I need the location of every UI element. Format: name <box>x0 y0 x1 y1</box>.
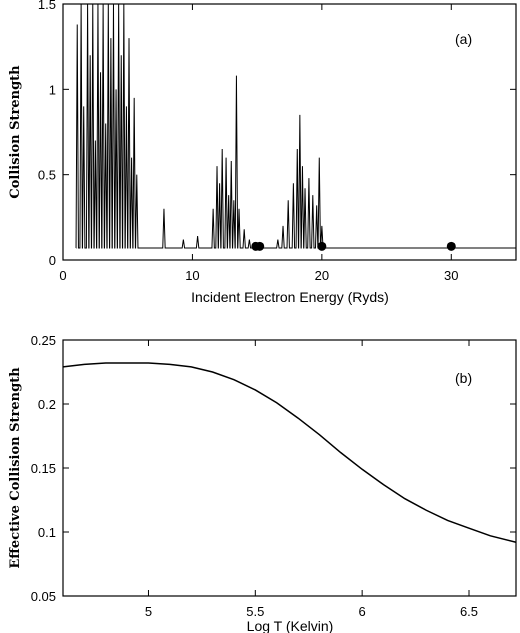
y-tick-label: 0.1 <box>38 525 56 540</box>
y-tick-label: 0.25 <box>31 333 56 348</box>
x-tick-label: 6 <box>359 604 366 619</box>
panel-a: 0 10 20 30 0 0.5 1 1.5 (a) Incident Electron E… <box>8 0 517 305</box>
x-tick-label: 10 <box>185 268 199 283</box>
y-tick-label: 0 <box>49 253 56 268</box>
x-tick-label: 6.5 <box>460 604 478 619</box>
panel-a-y-ticks: 0 0.5 1 1.5 <box>38 0 516 268</box>
panel-a-y-axis-title: Collision Strength <box>8 65 23 199</box>
x-tick-label: 5 <box>145 604 152 619</box>
panel-a-x-axis-title: Incident Electron Energy (Ryds) <box>191 289 389 305</box>
y-tick-label: 0.05 <box>31 589 56 604</box>
panel-b: 5 5.5 6 6.5 0.05 0.1 0.15 0.2 0.25 (b) Log T (K… <box>8 333 517 633</box>
panel-a-frame <box>62 3 517 261</box>
data-point-marker <box>255 241 265 251</box>
x-tick-label: 30 <box>444 268 458 283</box>
y-tick-label: 0.15 <box>31 461 56 476</box>
data-point-marker <box>317 241 327 251</box>
x-tick-label: 20 <box>315 268 329 283</box>
effective-collision-strength-curve <box>62 362 517 543</box>
panel-b-x-ticks: 5 5.5 6 6.5 <box>145 340 478 619</box>
panel-b-y-axis-title: Effective Collision Strength <box>8 367 23 569</box>
y-tick-label: 0.2 <box>38 397 56 412</box>
collision-strength-series <box>75 3 516 249</box>
y-tick-label: 1 <box>49 82 56 97</box>
panel-a-markers <box>251 241 456 251</box>
y-tick-label: 1.5 <box>38 0 56 12</box>
data-point-marker <box>446 241 456 251</box>
panel-b-tag: (b) <box>455 370 472 386</box>
y-tick-label: 0.5 <box>38 168 56 183</box>
x-tick-label: 5.5 <box>246 604 264 619</box>
panel-b-y-ticks: 0.05 0.1 0.15 0.2 0.25 <box>31 333 516 604</box>
panel-b-frame <box>62 339 517 597</box>
panel-a-x-ticks: 0 10 20 30 <box>59 4 459 283</box>
panel-b-x-axis-title: Log T (Kelvin) <box>247 618 334 633</box>
panel-a-tag: (a) <box>455 31 472 47</box>
x-tick-label: 0 <box>59 268 66 283</box>
